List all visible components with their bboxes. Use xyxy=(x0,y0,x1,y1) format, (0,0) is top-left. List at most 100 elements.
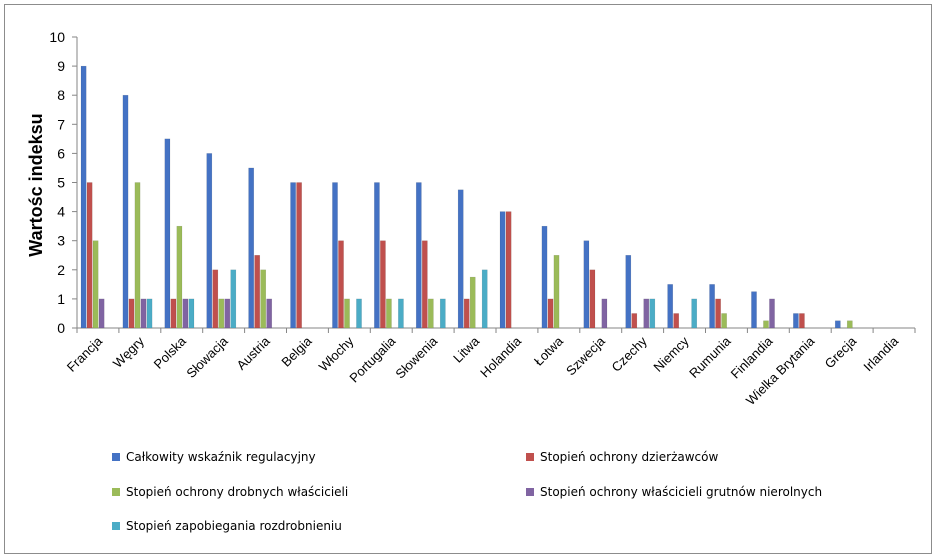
bar xyxy=(439,298,446,329)
category-label: Węgry xyxy=(110,333,148,371)
category-label: Włochy xyxy=(316,333,357,374)
y-tick-label: 4 xyxy=(57,204,65,220)
bar xyxy=(188,298,195,329)
category-label: Holandia xyxy=(477,333,524,380)
bar xyxy=(290,182,296,329)
bar xyxy=(481,269,488,329)
bar xyxy=(541,225,548,329)
bar xyxy=(338,240,344,329)
bar xyxy=(218,298,225,329)
bar xyxy=(715,298,721,329)
bar xyxy=(98,298,105,329)
bar xyxy=(224,298,231,329)
bar xyxy=(649,298,656,329)
bar xyxy=(344,298,350,329)
category-label: Austria xyxy=(233,333,273,373)
category-label: Litwa xyxy=(450,333,483,366)
bar xyxy=(374,182,380,329)
bar xyxy=(769,298,775,329)
category-label: Słowenia xyxy=(392,333,440,381)
bar xyxy=(164,138,171,329)
bar xyxy=(86,182,93,329)
bar xyxy=(625,255,632,329)
y-axis-label: Wartośc indeksu xyxy=(26,113,46,256)
y-tick-label: 3 xyxy=(57,233,65,249)
bar xyxy=(846,320,853,329)
bar xyxy=(140,298,147,329)
bar xyxy=(709,284,715,329)
bar xyxy=(92,240,99,329)
bar xyxy=(146,298,153,329)
bar xyxy=(553,255,560,329)
category-label: Grecja xyxy=(822,333,860,371)
bar xyxy=(421,240,428,329)
bar xyxy=(332,182,338,329)
y-tick-label: 9 xyxy=(57,58,65,74)
bar xyxy=(834,320,841,329)
category-label: Czechy xyxy=(609,333,651,375)
bar xyxy=(260,269,267,329)
bar xyxy=(212,269,219,329)
bar xyxy=(643,298,650,329)
bar xyxy=(356,298,362,329)
bar xyxy=(128,298,135,329)
bar xyxy=(266,298,273,329)
bar xyxy=(254,255,261,329)
bar xyxy=(230,269,237,329)
bar xyxy=(463,298,470,329)
category-label: Rumunia xyxy=(686,333,734,381)
bar xyxy=(499,211,506,329)
bar xyxy=(415,182,422,329)
bar xyxy=(380,240,386,329)
bar xyxy=(583,240,590,329)
category-label: Łotwa xyxy=(531,333,567,369)
y-tick-label: 6 xyxy=(57,145,65,161)
category-label: Belgia xyxy=(278,333,315,370)
bar xyxy=(182,298,189,329)
bar xyxy=(505,211,512,329)
category-label: Irlandia xyxy=(860,333,901,374)
bar xyxy=(667,284,674,329)
bar xyxy=(547,298,554,329)
category-label: Niemcy xyxy=(650,333,692,375)
category-label: Szwecja xyxy=(563,333,608,378)
bar xyxy=(691,298,698,329)
y-tick-label: 10 xyxy=(49,29,65,45)
y-tick-label: 8 xyxy=(57,87,65,103)
bar xyxy=(469,276,476,329)
bar-layer xyxy=(80,65,853,329)
bar xyxy=(170,298,177,329)
bar xyxy=(589,269,596,329)
bar xyxy=(601,298,608,329)
bar xyxy=(248,167,255,329)
y-tick-label: 1 xyxy=(57,291,65,307)
category-label: Słowacja xyxy=(183,333,231,381)
bar xyxy=(386,298,392,329)
bar xyxy=(398,298,404,329)
bar xyxy=(721,313,727,329)
bar xyxy=(751,291,757,329)
bar xyxy=(457,189,464,329)
category-label: Francja xyxy=(64,333,106,375)
y-tick-label: 0 xyxy=(57,320,65,336)
chart-frame xyxy=(4,4,932,554)
bar xyxy=(134,182,141,329)
bar xyxy=(631,313,638,329)
category-label: Portugalia xyxy=(346,333,399,386)
y-tick-label: 5 xyxy=(57,175,65,191)
y-tick-label: 2 xyxy=(57,262,65,278)
bar xyxy=(427,298,434,329)
bar xyxy=(80,65,87,329)
bar xyxy=(799,313,805,329)
bar xyxy=(206,153,213,329)
bar xyxy=(176,225,183,329)
category-label: Polska xyxy=(151,333,190,372)
y-tick-label: 7 xyxy=(57,116,65,132)
bar xyxy=(763,320,769,329)
bar xyxy=(296,182,302,329)
bar xyxy=(673,313,680,329)
bar xyxy=(793,313,799,329)
bar xyxy=(122,94,129,329)
